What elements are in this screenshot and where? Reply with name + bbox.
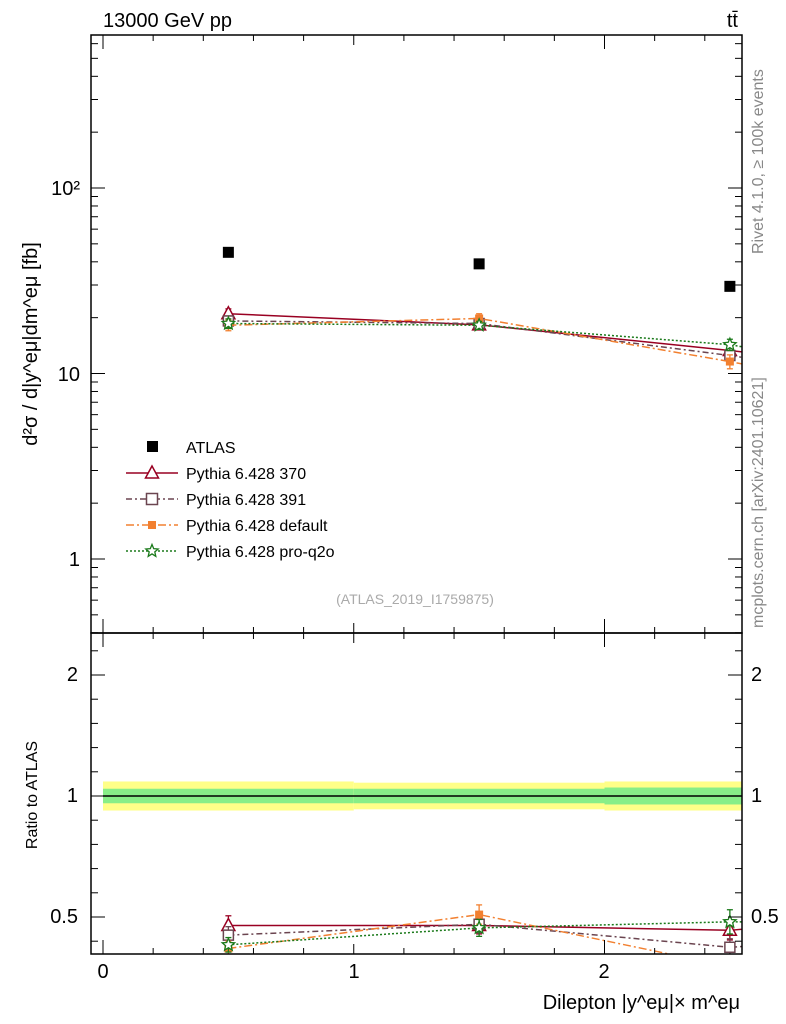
- ratio-ytick-label-right-0.5: 0.5: [751, 906, 779, 928]
- point-atlas: [222, 246, 234, 258]
- legend-marker-370: [144, 464, 160, 479]
- legend-marker-391: [145, 492, 159, 506]
- series-main-atlas: [222, 246, 736, 292]
- ytick-label-100: 10²: [51, 178, 80, 200]
- energy-label: 13000 GeV pp: [103, 10, 232, 32]
- series-ratio-pythia-6-428-391: [222, 915, 742, 954]
- series-line-pythia-6-428-391: [228, 320, 742, 359]
- main-series: [220, 246, 742, 370]
- mcplots-label: mcplots.cern.ch [arXiv:2401.10621]: [750, 377, 767, 628]
- point-atlas: [724, 280, 736, 292]
- point-pythia-6-428-default: [726, 963, 734, 971]
- series-line-pythia-6-428-default: [228, 913, 673, 954]
- point-pythia-6-428-default: [475, 910, 484, 919]
- ytick-label-10: 10: [58, 364, 80, 386]
- legend-label-pro-q2o: Pythia 6.428 pro-q2o: [186, 544, 335, 561]
- ratio-ytick-label-right-2: 2: [751, 664, 762, 686]
- point-pythia-6-428-pro-q2o: [220, 315, 237, 331]
- series-ratio-pythia-6-428-pro-q2o: [220, 909, 742, 953]
- ratio-ytick-label-1: 1: [67, 785, 78, 807]
- legend-marker-default: [148, 521, 156, 529]
- process-label: tt̄: [727, 10, 739, 32]
- legend-marker-atlas: [147, 441, 158, 452]
- legend-item-391: Pythia 6.428 391: [126, 492, 306, 509]
- series-ratio-pythia-6-428-370: [220, 915, 742, 941]
- ratio-series: [220, 904, 742, 971]
- series-line-pythia-6-428-391: [228, 923, 742, 949]
- series-line-pythia-6-428-default: [228, 317, 742, 365]
- rivet-label: Rivet 4.1.0, ≥ 100k events: [750, 69, 767, 254]
- legend-item-370: Pythia 6.428 370: [126, 464, 306, 483]
- legend-item-pro-q2o: Pythia 6.428 pro-q2o: [126, 542, 335, 561]
- ytick-label-1: 1: [69, 549, 80, 571]
- point-pythia-6-428-391: [724, 941, 736, 953]
- ratio-uncertainty-bands: [103, 781, 742, 811]
- axis-ticks: [91, 35, 742, 954]
- ratio-ylabel: Ratio to ATLAS: [24, 741, 41, 849]
- series-main-pythia-6-428-pro-q2o: [220, 315, 742, 352]
- xtick-label-1: 1: [348, 961, 359, 983]
- legend-item-atlas: ATLAS: [147, 440, 236, 457]
- point-pythia-6-428-pro-q2o: [471, 919, 487, 935]
- legend: ATLAS Pythia 6.428 370 Pythia 6.428 391 …: [126, 440, 335, 561]
- point-pythia-6-428-default: [725, 357, 734, 366]
- xtick-label-2: 2: [598, 961, 609, 983]
- series-line-pythia-6-428-370: [228, 924, 742, 932]
- series-ratio-pythia-6-428-default: [224, 904, 734, 971]
- series-main-pythia-6-428-370: [220, 305, 742, 357]
- main-ylabel: d²σ / d|y^eμ|dm^eμ [fb]: [20, 242, 42, 446]
- analysis-watermark: (ATLAS_2019_I1759875): [336, 591, 494, 607]
- point-atlas: [473, 258, 485, 270]
- ratio-ytick-label-0.5: 0.5: [50, 906, 78, 928]
- series-line-pythia-6-428-pro-q2o: [228, 322, 742, 348]
- ratio-ytick-label-2: 2: [67, 664, 78, 686]
- legend-label-391: Pythia 6.428 391: [186, 492, 306, 509]
- point-pythia-6-428-pro-q2o: [220, 936, 237, 952]
- legend-label-atlas: ATLAS: [186, 440, 236, 457]
- ratio-ytick-label-right-1: 1: [751, 785, 762, 807]
- point-pythia-6-428-pro-q2o: [722, 913, 738, 929]
- legend-item-default: Pythia 6.428 default: [126, 518, 328, 535]
- point-pythia-6-428-pro-q2o: [722, 336, 738, 352]
- point-pythia-6-428-pro-q2o: [471, 317, 487, 332]
- xtick-label-0: 0: [97, 961, 108, 983]
- legend-marker-pro-q2o: [144, 542, 160, 558]
- legend-label-370: Pythia 6.428 370: [186, 466, 306, 483]
- legend-label-default: Pythia 6.428 default: [186, 518, 328, 535]
- ratio-frame: [90, 632, 743, 955]
- series-line-pythia-6-428-370: [228, 312, 742, 353]
- xlabel: Dilepton |y^eμ|× m^eμ: [543, 992, 740, 1014]
